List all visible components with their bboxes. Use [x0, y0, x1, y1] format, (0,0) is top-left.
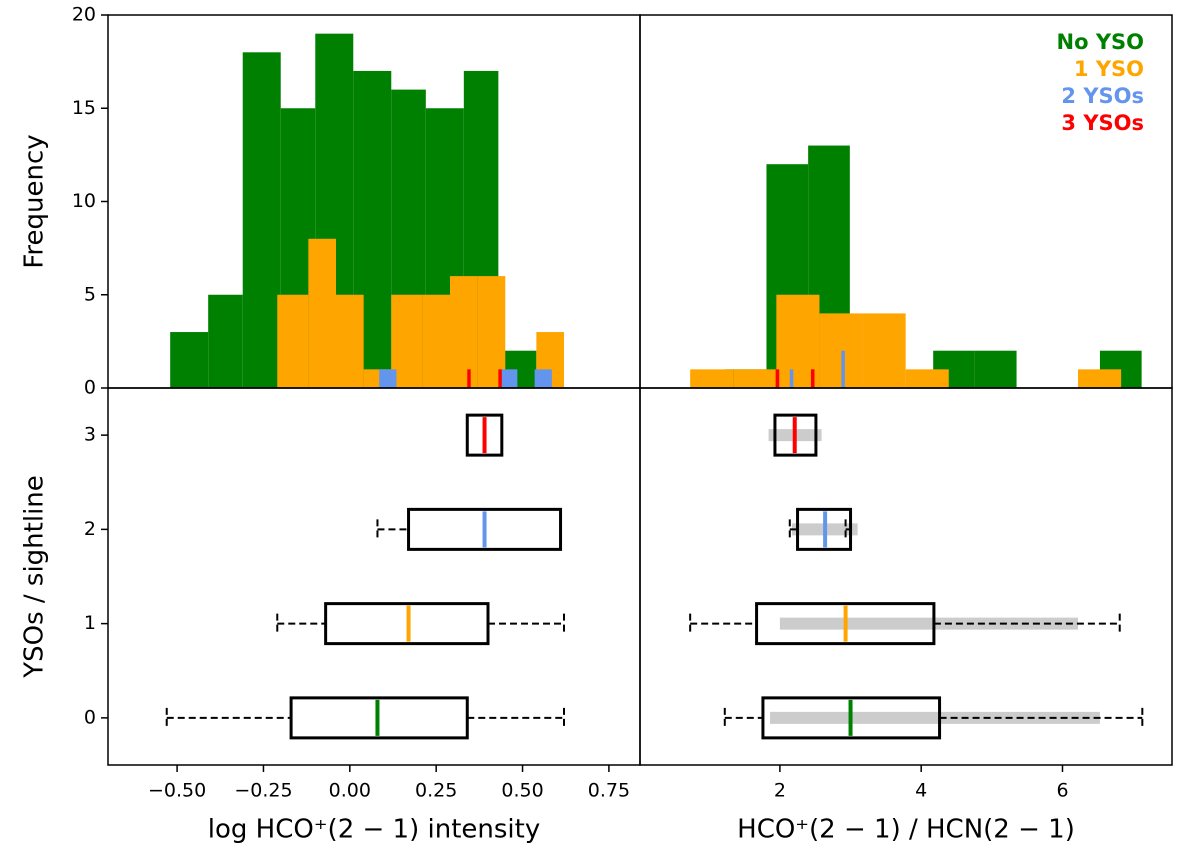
- box: [773, 413, 818, 457]
- panel-frame: [107, 387, 641, 766]
- y-axis-label: YSOs / sightline: [20, 475, 50, 679]
- y-tick-label: 2: [84, 518, 96, 540]
- histogram-bar: [810, 369, 815, 388]
- histogram-bar: [775, 369, 780, 388]
- y-tick-label: 0: [84, 706, 96, 728]
- x-axis-label: log HCO⁺(2 − 1) intensity: [208, 815, 540, 845]
- x-tick-label: −0.50: [148, 780, 206, 802]
- histogram-bar: [242, 52, 281, 389]
- y-tick-label: 1: [84, 612, 96, 634]
- histogram-bar: [534, 369, 552, 388]
- histogram-bar: [336, 294, 364, 388]
- box: [465, 413, 504, 457]
- histogram-bar: [862, 313, 906, 388]
- y-tick-label: 20: [72, 4, 96, 26]
- histogram-bar: [500, 369, 518, 388]
- histogram-bar: [1078, 369, 1122, 388]
- histogram-bar: [789, 369, 794, 388]
- x-tick-label: 0.75: [588, 780, 630, 802]
- box: [407, 507, 563, 551]
- histogram-bar: [905, 369, 949, 388]
- panel-frame: [639, 387, 1173, 766]
- legend-entry: 1 YSO: [1074, 57, 1144, 81]
- x-tick-label: 4: [915, 780, 927, 802]
- x-tick-label: −0.25: [234, 780, 292, 802]
- box: [755, 602, 936, 646]
- legend-entry: No YSO: [1057, 30, 1145, 54]
- x-tick-label: 0.50: [501, 780, 543, 802]
- y-tick-label: 3: [84, 424, 96, 446]
- histogram-bar: [277, 294, 309, 388]
- x-tick-label: 0.25: [415, 780, 457, 802]
- box: [289, 696, 469, 740]
- histogram-bar: [498, 369, 502, 388]
- histogram-bar: [819, 313, 863, 388]
- x-tick-label: 0.00: [329, 780, 371, 802]
- histogram-bar: [690, 369, 734, 388]
- histogram-bar: [733, 369, 777, 388]
- y-tick-label: 10: [72, 190, 96, 212]
- y-tick-label: 15: [72, 97, 96, 119]
- x-tick-label: 2: [774, 780, 786, 802]
- legend-entry: 3 YSOs: [1061, 111, 1144, 135]
- y-tick-label: 5: [84, 283, 96, 305]
- range-band: [779, 617, 1079, 630]
- histogram-bar: [841, 350, 845, 388]
- y-axis-label: Frequency: [20, 134, 50, 268]
- histogram-bar: [450, 276, 478, 388]
- x-axis-label: HCO⁺(2 − 1) / HCN(2 − 1): [737, 815, 1075, 845]
- box: [796, 507, 853, 551]
- box: [324, 602, 490, 646]
- box: [761, 696, 942, 740]
- histogram-bar: [974, 350, 1017, 388]
- y-tick-label: 0: [84, 377, 96, 399]
- histogram-bar: [467, 369, 471, 388]
- histogram-bar: [422, 294, 450, 388]
- legend-entry: 2 YSOs: [1061, 84, 1144, 108]
- x-tick-label: 6: [1056, 780, 1068, 802]
- histogram-bar: [379, 369, 397, 388]
- histogram-bar: [308, 238, 336, 388]
- histogram-bar: [208, 294, 243, 388]
- histogram-bar: [170, 332, 209, 388]
